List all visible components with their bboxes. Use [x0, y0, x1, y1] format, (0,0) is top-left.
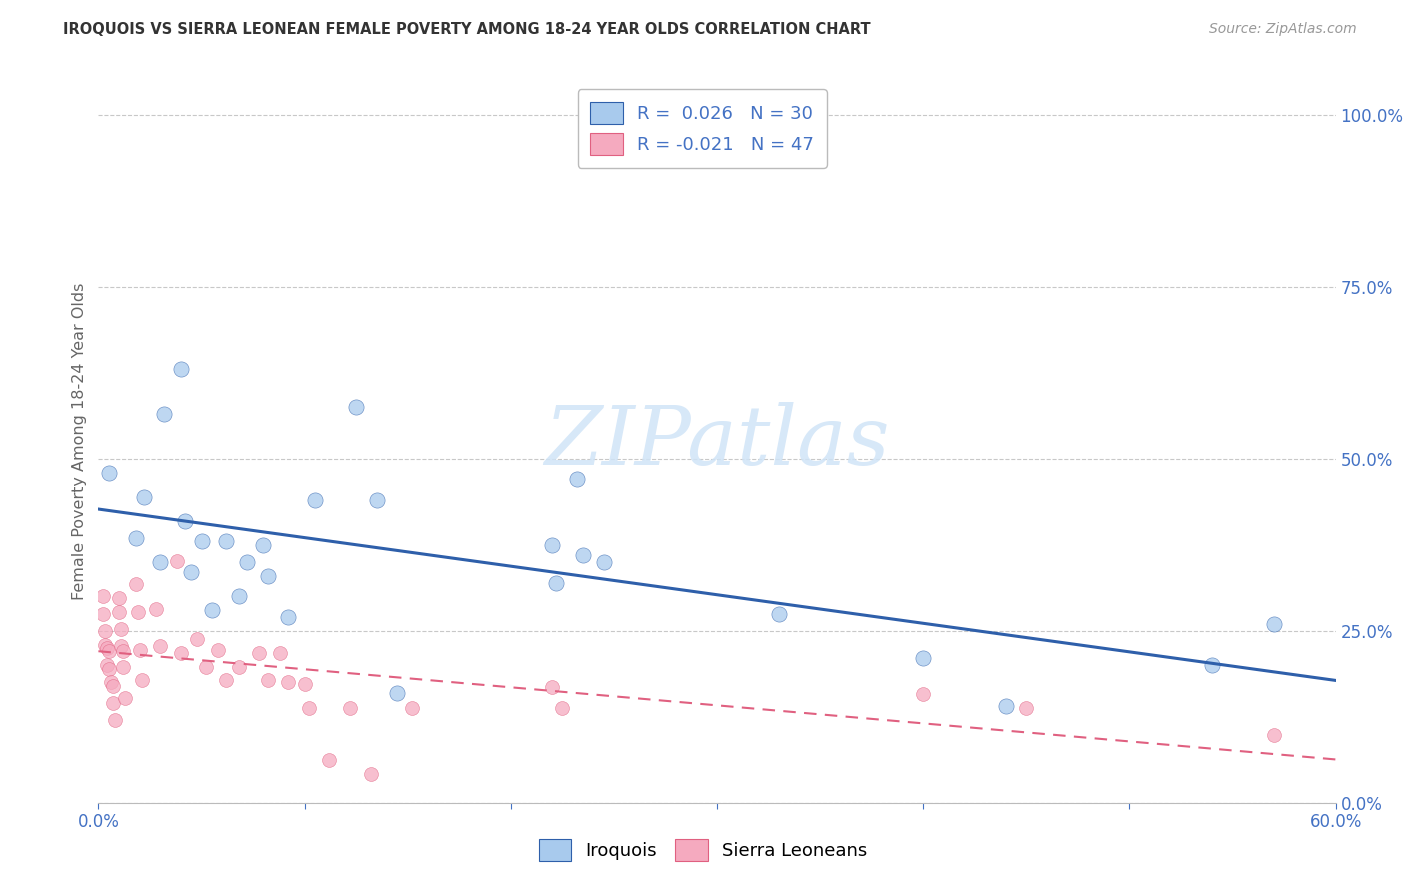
- Point: [339, 701, 361, 715]
- Point: [228, 659, 250, 673]
- Point: [344, 400, 367, 414]
- Point: [541, 680, 564, 694]
- Point: [277, 610, 299, 624]
- Point: [1201, 658, 1223, 673]
- Point: [124, 531, 146, 545]
- Point: [768, 607, 790, 621]
- Point: [101, 679, 124, 693]
- Point: [127, 605, 149, 619]
- Point: [318, 753, 340, 767]
- Point: [912, 651, 935, 665]
- Point: [298, 701, 321, 715]
- Point: [190, 534, 212, 549]
- Point: [572, 548, 595, 562]
- Point: [269, 646, 291, 660]
- Point: [145, 601, 167, 615]
- Point: [228, 590, 250, 604]
- Point: [236, 555, 259, 569]
- Point: [96, 640, 118, 655]
- Y-axis label: Female Poverty Among 18-24 Year Olds: Female Poverty Among 18-24 Year Olds: [72, 283, 87, 600]
- Point: [207, 643, 229, 657]
- Point: [247, 646, 270, 660]
- Text: ZIPatlas: ZIPatlas: [544, 401, 890, 482]
- Point: [112, 659, 135, 673]
- Point: [112, 644, 135, 658]
- Point: [91, 607, 114, 621]
- Point: [186, 632, 208, 646]
- Point: [1263, 616, 1285, 631]
- Point: [96, 658, 118, 673]
- Point: [551, 701, 574, 715]
- Point: [546, 575, 568, 590]
- Point: [153, 407, 176, 421]
- Point: [166, 553, 188, 567]
- Point: [108, 605, 131, 619]
- Point: [149, 639, 172, 653]
- Point: [97, 662, 120, 676]
- Point: [277, 675, 299, 690]
- Legend: R =  0.026   N = 30, R = -0.021   N = 47: R = 0.026 N = 30, R = -0.021 N = 47: [578, 89, 827, 168]
- Point: [294, 677, 316, 691]
- Point: [128, 643, 150, 657]
- Point: [592, 555, 614, 569]
- Point: [174, 514, 197, 528]
- Point: [124, 577, 146, 591]
- Point: [93, 638, 115, 652]
- Point: [387, 686, 409, 700]
- Point: [104, 713, 127, 727]
- Point: [256, 673, 278, 688]
- Point: [565, 472, 588, 486]
- Point: [110, 623, 132, 637]
- Point: [541, 538, 564, 552]
- Point: [110, 639, 132, 653]
- Point: [100, 675, 122, 690]
- Point: [256, 568, 278, 582]
- Point: [170, 646, 193, 660]
- Point: [201, 603, 224, 617]
- Point: [131, 673, 153, 688]
- Point: [366, 493, 388, 508]
- Point: [180, 566, 202, 580]
- Point: [912, 687, 935, 701]
- Point: [170, 362, 193, 376]
- Point: [194, 659, 217, 673]
- Point: [97, 466, 120, 480]
- Point: [97, 644, 120, 658]
- Point: [994, 699, 1017, 714]
- Point: [1263, 728, 1285, 742]
- Point: [114, 691, 136, 706]
- Point: [101, 696, 124, 710]
- Point: [215, 534, 238, 549]
- Point: [252, 538, 274, 552]
- Point: [108, 591, 131, 605]
- Point: [401, 701, 423, 715]
- Legend: Iroquois, Sierra Leoneans: Iroquois, Sierra Leoneans: [526, 827, 880, 874]
- Text: Source: ZipAtlas.com: Source: ZipAtlas.com: [1209, 22, 1357, 37]
- Point: [1015, 701, 1038, 715]
- Point: [360, 767, 382, 781]
- Point: [93, 624, 115, 638]
- Point: [132, 490, 155, 504]
- Text: IROQUOIS VS SIERRA LEONEAN FEMALE POVERTY AMONG 18-24 YEAR OLDS CORRELATION CHAR: IROQUOIS VS SIERRA LEONEAN FEMALE POVERT…: [63, 22, 870, 37]
- Point: [304, 493, 326, 508]
- Point: [215, 673, 238, 688]
- Point: [91, 590, 114, 604]
- Point: [149, 555, 172, 569]
